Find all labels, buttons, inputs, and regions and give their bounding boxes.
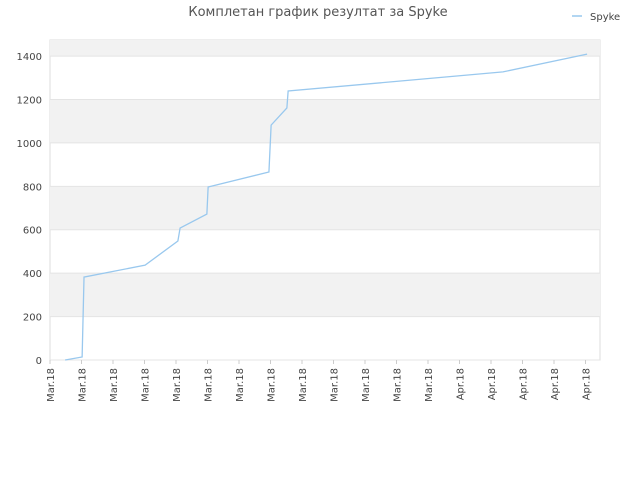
y-tick-label: 600 <box>23 226 42 237</box>
y-tick-label: 1000 <box>17 139 42 150</box>
y-tick-label: 1400 <box>17 52 42 63</box>
x-tick-label: Mar.18 <box>141 368 152 402</box>
x-tick-label: Apr.18 <box>582 368 593 400</box>
y-tick-label: 1200 <box>17 95 42 106</box>
x-tick-label: Apr.18 <box>519 368 530 400</box>
x-tick-label: Mar.18 <box>298 368 309 402</box>
x-tick-label: Apr.18 <box>487 368 498 400</box>
y-tick-label: 200 <box>23 313 42 324</box>
chart-title: Комплетан график резултат за Spyke <box>188 5 447 20</box>
x-tick-label: Mar.18 <box>330 368 341 402</box>
x-tick-label: Mar.18 <box>46 368 57 402</box>
x-tick-label: Mar.18 <box>235 368 246 402</box>
grid-band <box>50 99 600 143</box>
grid-band <box>50 273 600 317</box>
x-tick-label: Mar.18 <box>361 368 372 402</box>
x-tick-label: Mar.18 <box>109 368 120 402</box>
y-tick-label: 800 <box>23 182 42 193</box>
x-tick-label: Mar.18 <box>78 368 89 402</box>
grid-band <box>50 40 600 57</box>
y-tick-label: 400 <box>23 269 42 280</box>
x-tick-label: Apr.18 <box>550 368 561 400</box>
y-tick-label: 0 <box>36 356 42 367</box>
x-tick-label: Mar.18 <box>172 368 183 402</box>
grid-band <box>50 186 600 230</box>
x-tick-label: Mar.18 <box>424 368 435 402</box>
x-tick-label: Mar.18 <box>204 368 215 402</box>
x-tick-label: Mar.18 <box>267 368 278 402</box>
legend-label: Spyke <box>590 12 620 23</box>
x-tick-label: Apr.18 <box>456 368 467 400</box>
line <box>65 53 588 361</box>
x-tick-label: Mar.18 <box>393 368 404 402</box>
